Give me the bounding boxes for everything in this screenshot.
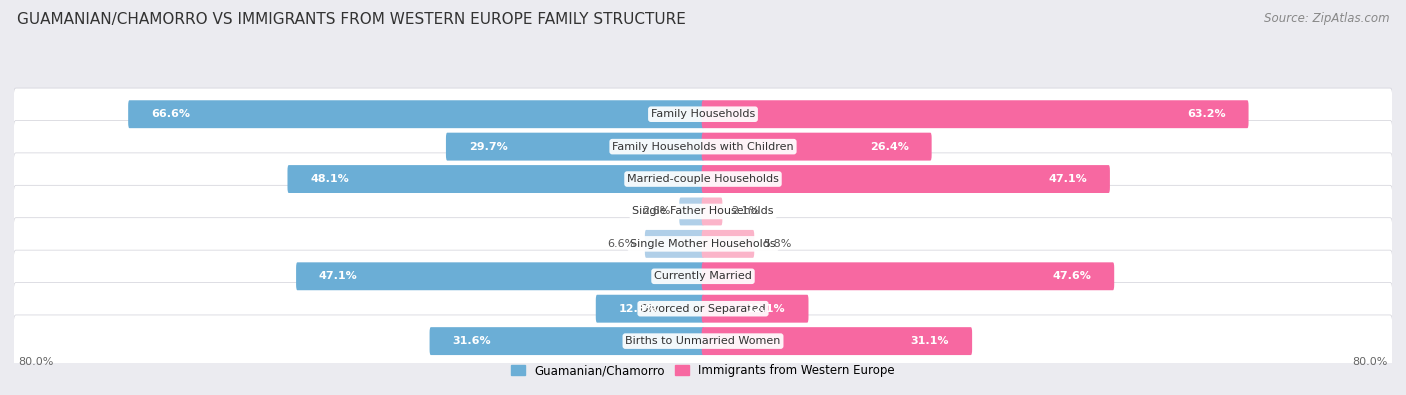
FancyBboxPatch shape <box>287 165 704 193</box>
Text: Family Households: Family Households <box>651 109 755 119</box>
FancyBboxPatch shape <box>128 100 704 128</box>
FancyBboxPatch shape <box>13 282 1393 336</box>
FancyBboxPatch shape <box>446 133 704 161</box>
Text: Single Father Households: Single Father Households <box>633 207 773 216</box>
FancyBboxPatch shape <box>13 250 1393 303</box>
Text: 47.1%: 47.1% <box>1049 174 1087 184</box>
FancyBboxPatch shape <box>702 133 932 161</box>
FancyBboxPatch shape <box>13 153 1393 206</box>
Text: Births to Unmarried Women: Births to Unmarried Women <box>626 336 780 346</box>
FancyBboxPatch shape <box>702 262 1114 290</box>
Text: Single Mother Households: Single Mother Households <box>630 239 776 249</box>
Text: 5.8%: 5.8% <box>763 239 792 249</box>
FancyBboxPatch shape <box>297 262 704 290</box>
Text: 31.6%: 31.6% <box>453 336 491 346</box>
Text: 63.2%: 63.2% <box>1187 109 1226 119</box>
Text: 12.3%: 12.3% <box>619 304 657 314</box>
Text: 80.0%: 80.0% <box>1353 357 1388 367</box>
FancyBboxPatch shape <box>702 295 808 323</box>
Text: 12.1%: 12.1% <box>747 304 786 314</box>
Text: 80.0%: 80.0% <box>18 357 53 367</box>
FancyBboxPatch shape <box>13 185 1393 239</box>
FancyBboxPatch shape <box>702 230 754 258</box>
Text: 66.6%: 66.6% <box>150 109 190 119</box>
Text: 2.1%: 2.1% <box>731 207 759 216</box>
Text: Married-couple Households: Married-couple Households <box>627 174 779 184</box>
Text: Source: ZipAtlas.com: Source: ZipAtlas.com <box>1264 12 1389 25</box>
Text: 47.6%: 47.6% <box>1053 271 1091 281</box>
Text: 48.1%: 48.1% <box>311 174 349 184</box>
FancyBboxPatch shape <box>596 295 704 323</box>
FancyBboxPatch shape <box>13 88 1393 141</box>
Text: 26.4%: 26.4% <box>870 142 908 152</box>
FancyBboxPatch shape <box>13 218 1393 271</box>
Text: 29.7%: 29.7% <box>468 142 508 152</box>
FancyBboxPatch shape <box>13 315 1393 369</box>
FancyBboxPatch shape <box>645 230 704 258</box>
Text: Divorced or Separated: Divorced or Separated <box>640 304 766 314</box>
Text: 6.6%: 6.6% <box>607 239 636 249</box>
Text: GUAMANIAN/CHAMORRO VS IMMIGRANTS FROM WESTERN EUROPE FAMILY STRUCTURE: GUAMANIAN/CHAMORRO VS IMMIGRANTS FROM WE… <box>17 12 686 27</box>
Legend: Guamanian/Chamorro, Immigrants from Western Europe: Guamanian/Chamorro, Immigrants from West… <box>512 364 894 377</box>
FancyBboxPatch shape <box>430 327 704 355</box>
Text: 2.6%: 2.6% <box>643 207 671 216</box>
Text: Family Households with Children: Family Households with Children <box>612 142 794 152</box>
FancyBboxPatch shape <box>702 165 1109 193</box>
FancyBboxPatch shape <box>702 198 723 226</box>
Text: 31.1%: 31.1% <box>911 336 949 346</box>
Text: Currently Married: Currently Married <box>654 271 752 281</box>
Text: 47.1%: 47.1% <box>319 271 357 281</box>
FancyBboxPatch shape <box>13 120 1393 174</box>
FancyBboxPatch shape <box>702 327 972 355</box>
FancyBboxPatch shape <box>702 100 1249 128</box>
FancyBboxPatch shape <box>679 198 704 226</box>
